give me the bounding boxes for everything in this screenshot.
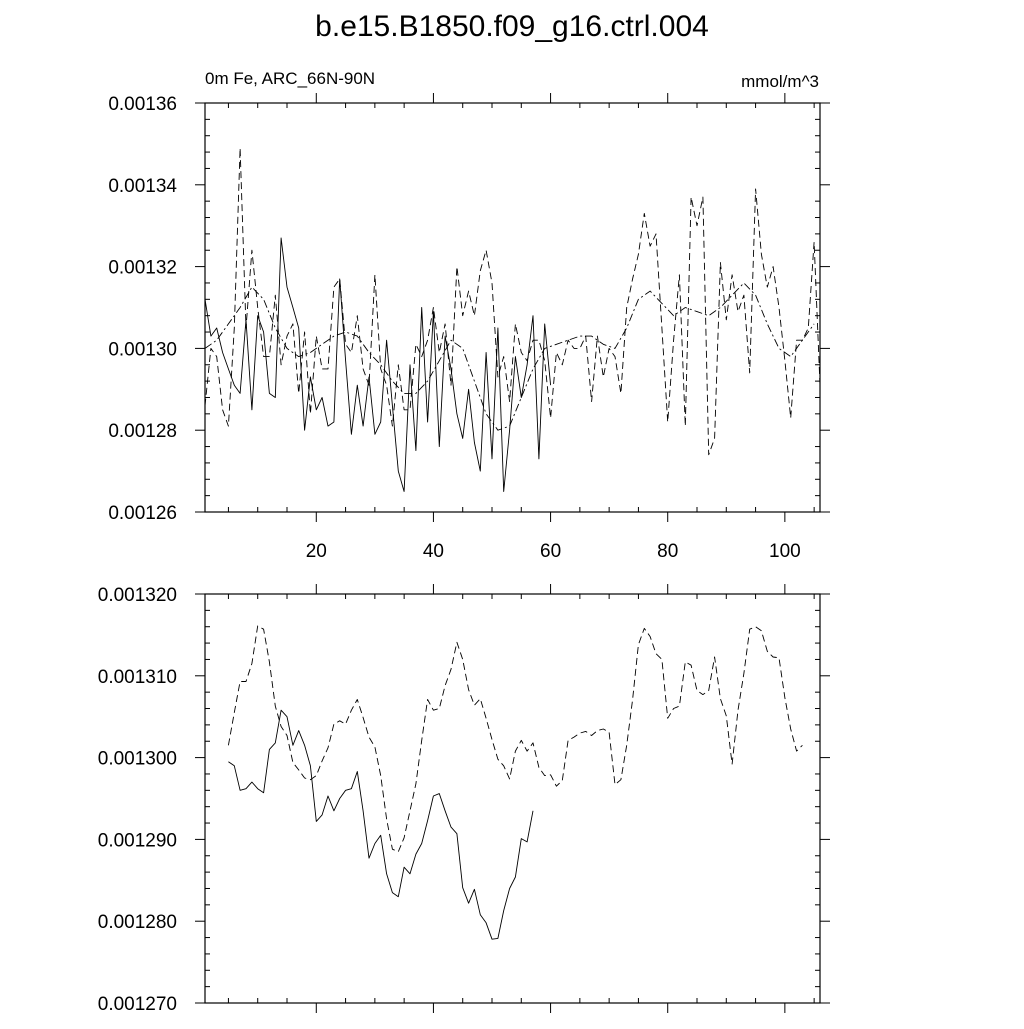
series-line-solid — [204, 237, 552, 492]
panel-1-units-label: mmol/m^3 — [741, 72, 819, 91]
y-tick-label: 0.00132 — [108, 258, 177, 279]
y-tick-label: 0.00126 — [108, 503, 177, 524]
series-line-dashed — [227, 625, 803, 853]
plot-frame — [204, 102, 821, 513]
y-tick-label: 0.00134 — [108, 176, 177, 197]
y-tick-label: 0.001300 — [98, 749, 177, 770]
x-tick-label: 100 — [769, 541, 801, 562]
x-tick-label: 40 — [423, 541, 444, 562]
chart-title: b.e15.B1850.f09_g16.ctrl.004 — [315, 10, 709, 43]
x-tick-label: 60 — [540, 541, 561, 562]
panel-2-plot: 0.001270 0.001280 0.001290 0.001300 0.001310… — [98, 584, 830, 1015]
y-tick-label: 0.001310 — [98, 667, 177, 688]
y-tick-label: 0.00130 — [108, 339, 177, 360]
y-tick-label: 0.00128 — [108, 421, 177, 442]
y-tick-label: 0.001320 — [98, 585, 177, 606]
panel-1-plot: 20 40 60 80 100 0.00126 0.00128 0.00130 0.00132 0… — [108, 93, 830, 562]
series-line-solid — [228, 709, 534, 940]
y-tick-label: 0.001290 — [98, 830, 177, 851]
series-line-dashed — [204, 147, 821, 456]
plot-frame — [204, 593, 821, 1004]
panel-1-variable-label: 0m Fe, ARC_66N-90N — [205, 69, 375, 88]
series-line-dashdot — [204, 282, 815, 431]
y-tick-label: 0.001280 — [98, 912, 177, 933]
x-tick-label: 20 — [306, 541, 327, 562]
x-tick-label: 80 — [657, 541, 678, 562]
y-tick-label: 0.00136 — [108, 94, 177, 115]
y-tick-label: 0.001270 — [98, 994, 177, 1015]
